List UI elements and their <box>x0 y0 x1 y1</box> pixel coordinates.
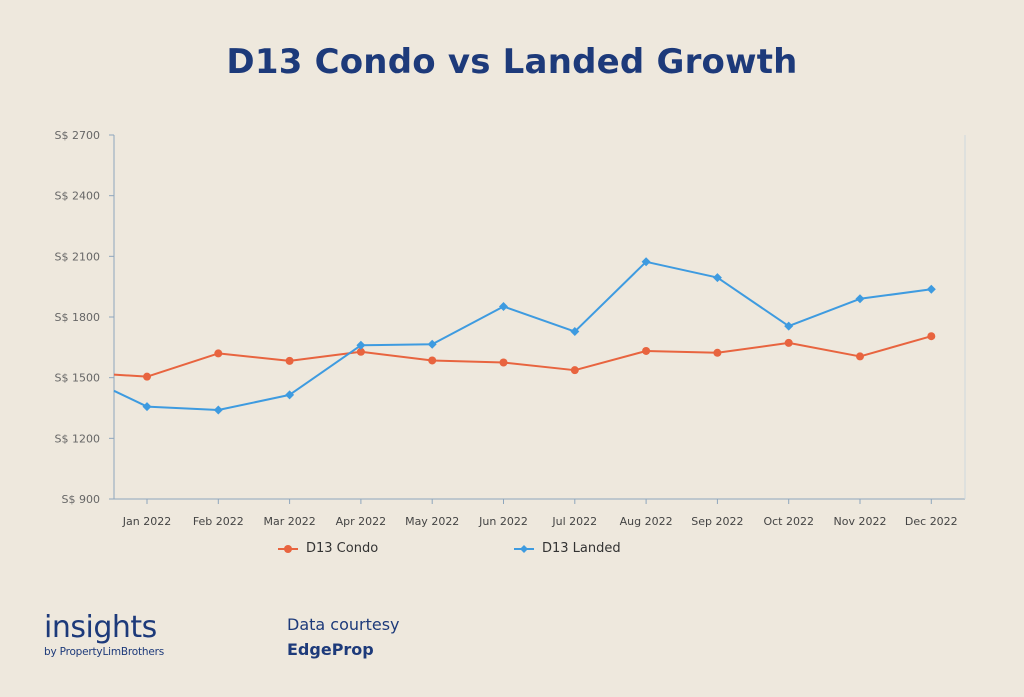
series-line <box>113 260 932 412</box>
data-point <box>855 294 865 304</box>
courtesy-source: EdgeProp <box>287 640 374 659</box>
legend-item-landed[interactable]: D13 Landed <box>514 541 621 556</box>
y-tick-label: S$ 1800 <box>55 311 100 324</box>
x-tick-label: Sep 2022 <box>691 515 743 528</box>
y-tick-label: S$ 900 <box>62 493 100 506</box>
data-point <box>428 356 437 365</box>
x-tick-label: Feb 2022 <box>193 515 244 528</box>
data-point <box>712 273 722 283</box>
x-tick-label: Nov 2022 <box>834 515 887 528</box>
x-tick-label: Jun 2022 <box>478 515 528 528</box>
brand-logo: insights by PropertyLimBrothers <box>44 610 164 659</box>
x-tick-label: Apr 2022 <box>336 515 387 528</box>
x-tick-label: May 2022 <box>405 515 459 528</box>
x-tick-label: Jan 2022 <box>122 515 171 528</box>
brand-name: insights <box>44 610 157 645</box>
courtesy-label: Data courtesy <box>287 615 400 634</box>
legend-label-condo: D13 Condo <box>306 541 379 556</box>
x-tick-label: Mar 2022 <box>263 515 315 528</box>
series-line <box>113 335 932 378</box>
data-point <box>642 346 651 355</box>
data-courtesy: Data courtesy EdgeProp <box>287 615 400 659</box>
data-point <box>784 338 793 347</box>
line-chart: S$ 900 S$ 1200 S$ 1500 S$ 1800 S$ 2100 S$ 240… <box>55 129 966 528</box>
y-tick-label: S$ 1500 <box>55 372 100 385</box>
series-d13-landed <box>113 257 936 415</box>
data-point <box>142 402 152 412</box>
x-tick-label: Oct 2022 <box>763 515 814 528</box>
data-point <box>499 358 508 367</box>
legend-item-condo[interactable]: D13 Condo <box>278 541 378 556</box>
x-tick-label: Dec 2022 <box>905 515 958 528</box>
data-point <box>927 332 936 341</box>
chart-legend: D13 Condo D13 Landed <box>0 541 1024 561</box>
data-point <box>926 284 936 294</box>
x-tick-label: Aug 2022 <box>620 515 673 528</box>
series-d13-condo <box>113 332 936 381</box>
data-point <box>213 405 223 415</box>
legend-marker-landed <box>514 544 534 553</box>
legend-label-landed: D13 Landed <box>542 541 621 556</box>
data-point <box>856 352 864 361</box>
data-point <box>285 390 295 400</box>
data-point <box>285 356 294 365</box>
data-point <box>570 327 580 337</box>
data-point <box>214 349 223 358</box>
data-point <box>499 301 508 311</box>
data-point <box>356 340 366 350</box>
data-point <box>570 366 579 375</box>
data-point <box>356 347 365 356</box>
legend-marker-condo <box>278 544 298 553</box>
y-tick-label: S$ 2100 <box>55 250 100 263</box>
data-point <box>427 339 437 349</box>
x-tick-label: Jul 2022 <box>551 515 597 528</box>
data-point <box>784 321 794 331</box>
brand-subtitle: by PropertyLimBrothers <box>44 646 164 658</box>
data-point <box>143 372 151 381</box>
y-tick-label: S$ 1200 <box>55 432 100 445</box>
data-point <box>713 348 722 357</box>
y-tick-label: S$ 2400 <box>55 190 100 203</box>
y-tick-label: S$ 2700 <box>55 129 100 142</box>
data-point <box>641 257 651 267</box>
chart-title: D13 Condo vs Landed Growth <box>226 42 798 82</box>
